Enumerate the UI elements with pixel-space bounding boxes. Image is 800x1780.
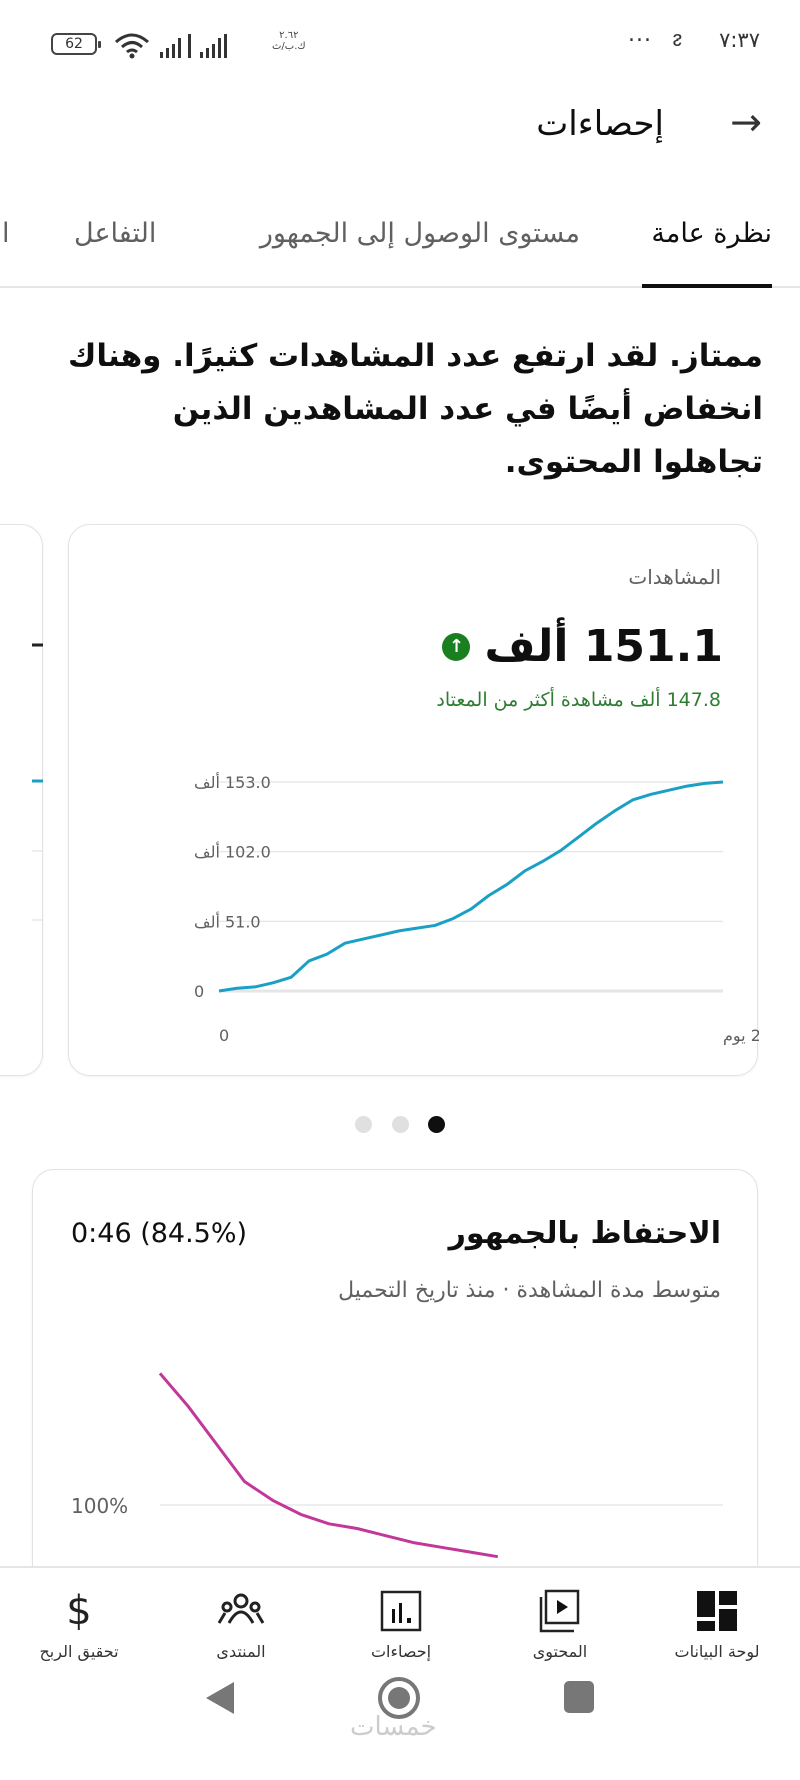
watermark: خمسات xyxy=(350,1712,437,1742)
tab-partial[interactable]: ا xyxy=(2,218,10,249)
views-chart: 0 51.0 ألف 102.0 ألف 153.0 ألف 0 28 يوم xyxy=(194,772,759,1046)
x-tick-label: 0 xyxy=(219,1026,229,1045)
tab-reach[interactable]: مستوى الوصول إلى الجمهور xyxy=(259,218,580,249)
system-recents-icon[interactable] xyxy=(563,1680,595,1714)
tab-engagement[interactable]: التفاعل xyxy=(74,218,157,249)
arrow-back-icon[interactable]: → xyxy=(730,100,762,144)
nav-label: إحصاءات xyxy=(370,1642,432,1661)
page-title: إحصاءات xyxy=(536,104,664,144)
summary-line: تجاهلوا المحتوى. xyxy=(504,444,763,480)
retention-stat: 0:46 (84.5%) xyxy=(71,1218,248,1249)
nav-label: لوحة البيانات xyxy=(674,1642,760,1661)
nav-community[interactable]: المنتدى xyxy=(171,1568,311,1661)
partial-chart xyxy=(32,643,43,921)
summary-line: انخفاض أيضًا في عدد المشاهدين الذين xyxy=(172,391,763,427)
speed-unit: ك.ب/ث xyxy=(272,41,306,52)
y-tick-label: 100% xyxy=(71,1494,128,1518)
cell-signal-icon xyxy=(160,34,191,58)
summary-text: ممتاز. لقد ارتفع عدد المشاهدات كثيرًا. و… xyxy=(23,330,763,489)
nav-analytics[interactable]: إحصاءات xyxy=(331,1568,471,1661)
previous-metric-card[interactable] xyxy=(0,524,43,1076)
nfc-icon: ᴤ xyxy=(672,27,682,52)
clock: ٧:٣٧ xyxy=(719,28,760,52)
system-back-icon[interactable] xyxy=(204,1680,236,1716)
views-line xyxy=(218,780,724,993)
views-value: 151.1 ألف xyxy=(484,621,723,672)
status-bar: ٧:٣٧ ᴤ ... 62 ٢.٦٢ ك.ب/ث xyxy=(0,22,800,68)
y-tick-label: 51.0 ألف xyxy=(194,911,261,931)
speed-value: ٢.٦٢ xyxy=(279,30,299,41)
system-home-icon[interactable] xyxy=(377,1676,421,1720)
cell-signal-icon-2 xyxy=(200,34,227,58)
nav-label: تحقيق الربح xyxy=(39,1642,119,1661)
nav-label: المحتوى xyxy=(532,1642,588,1661)
network-speed: ٢.٦٢ ك.ب/ث xyxy=(272,30,306,52)
views-card[interactable]: المشاهدات 151.1 ألف ↑ 147.8 ألف مشاهدة أ… xyxy=(68,524,759,1076)
content-icon xyxy=(539,1589,580,1633)
carousel-dot[interactable] xyxy=(355,1116,372,1133)
dollar-icon: $ xyxy=(66,1588,92,1634)
y-tick-label: 153.0 ألف xyxy=(194,772,271,792)
y-tick-label: 0 xyxy=(194,982,204,1001)
tab-overview[interactable]: نظرة عامة xyxy=(651,218,772,249)
wifi-icon xyxy=(115,33,149,54)
nav-label: المنتدى xyxy=(216,1642,266,1661)
dashboard-icon xyxy=(697,1591,737,1631)
views-label: المشاهدات xyxy=(628,565,721,589)
bottom-nav: لوحة البيانات المحتوى إحصاءات المنتدى $ … xyxy=(0,1566,800,1666)
system-nav-bar: خمسات xyxy=(0,1666,800,1780)
nav-monetization[interactable]: $ تحقيق الربح xyxy=(9,1568,149,1661)
active-tab-indicator xyxy=(642,284,772,288)
nav-dashboard[interactable]: لوحة البيانات xyxy=(647,1568,787,1661)
battery-icon: 62 xyxy=(51,33,101,55)
retention-title: الاحتفاظ بالجمهور xyxy=(448,1216,721,1251)
nav-content[interactable]: المحتوى xyxy=(490,1568,630,1661)
signal-icons xyxy=(115,33,227,59)
carousel-indicator xyxy=(350,1116,450,1134)
analytics-icon xyxy=(380,1590,422,1632)
views-delta: 147.8 ألف مشاهدة أكثر من المعتاد xyxy=(436,689,721,711)
retention-subtitle: متوسط مدة المشاهدة · منذ تاريخ التحميل xyxy=(338,1278,721,1303)
arrow-up-icon: ↑ xyxy=(442,632,471,661)
retention-chart: 100% xyxy=(71,1372,723,1559)
views-value-row: 151.1 ألف ↑ xyxy=(442,621,723,672)
carousel-dot-active[interactable] xyxy=(428,1116,445,1133)
x-tick-label: 28 يوم xyxy=(723,1026,759,1046)
tab-bar: نظرة عامة مستوى الوصول إلى الجمهور التفا… xyxy=(0,212,800,288)
community-icon xyxy=(217,1593,265,1624)
summary-line: ممتاز. لقد ارتفع عدد المشاهدات كثيرًا. و… xyxy=(67,338,763,374)
y-tick-label: 102.0 ألف xyxy=(194,842,271,862)
retention-line xyxy=(158,1372,499,1559)
more-notifications-icon: ... xyxy=(628,22,652,47)
carousel-dot[interactable] xyxy=(392,1116,409,1133)
